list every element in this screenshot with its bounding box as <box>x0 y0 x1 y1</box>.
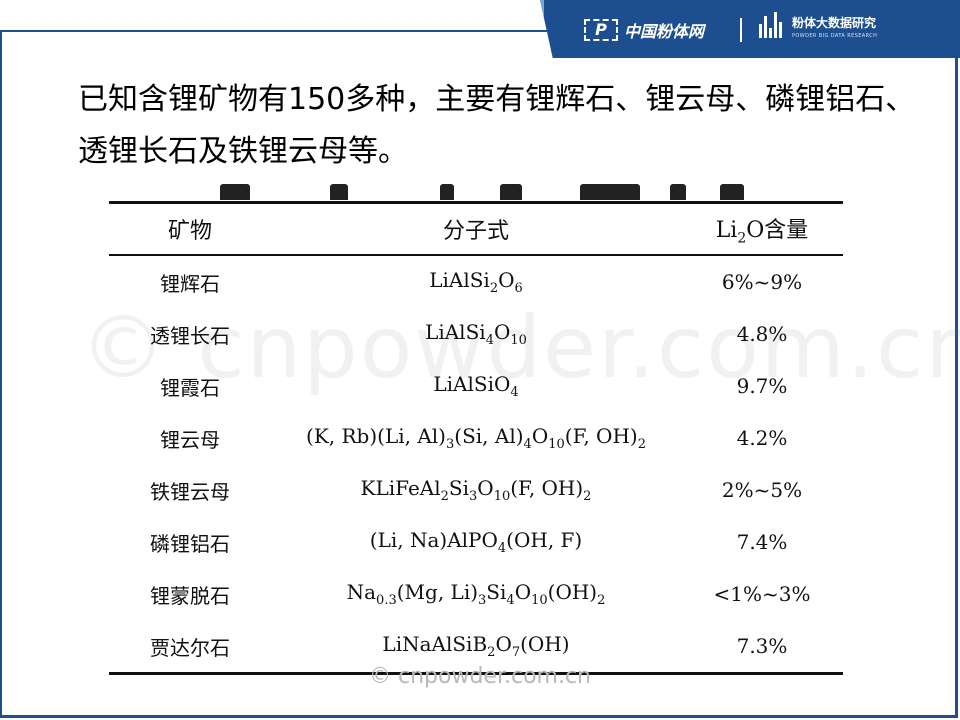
table-row: 磷锂铝石 (Li, Na)AlPO4(OH, F) 7.4% <box>109 516 843 568</box>
li2o-content: <1%~3% <box>713 582 811 606</box>
mineral-name: 锂辉石 <box>160 271 220 296</box>
molecular-formula: (Li, Na)AlPO4(OH, F) <box>369 528 583 556</box>
mineral-name: 磷锂铝石 <box>150 531 230 556</box>
molecular-formula: LiNaAlSiB2O7(OH) <box>382 632 570 660</box>
li2o-content: 7.3% <box>736 634 788 658</box>
table-row: 锂云母 (K, Rb)(Li, Al)3(Si, Al)4O10(F, OH)2 4… <box>109 412 843 464</box>
li2o-content: 6%~9% <box>721 270 803 294</box>
molecular-formula: Na0.3(Mg, Li)3Si4O10(OH)2 <box>346 580 606 608</box>
logo-p-icon: P <box>584 19 618 41</box>
logo-divider <box>740 18 742 42</box>
intro-text: 已知含锂矿物有150多种，主要有锂辉石、锂云母、磷锂铝石、透锂长石及铁锂云母等。 <box>78 82 916 169</box>
header-mineral: 矿物 <box>167 219 212 244</box>
cropped-caption <box>200 180 760 200</box>
header-content: Li2O含量 <box>715 217 809 247</box>
big-data-subtitle: POWDER BIG DATA RESEARCH <box>792 32 878 39</box>
table-row: 锂辉石 LiAlSi2O6 6%~9% <box>109 255 843 308</box>
lithium-minerals-table: 矿物 分子式 Li2O含量 锂辉石 LiAlSi2O6 6%~9% 透锂长石 LiAlS… <box>109 201 843 675</box>
mineral-name: 透锂长石 <box>150 323 230 348</box>
table-header-row: 矿物 分子式 Li2O含量 <box>109 202 843 255</box>
header-banner: P 中国粉体网 粉体大数据研究 POWDER BIG DATA RESEARCH <box>540 0 960 58</box>
bar-chart-icon <box>758 12 786 40</box>
li2o-content: 4.2% <box>736 426 788 450</box>
header-formula: 分子式 <box>442 219 509 244</box>
table-row: 铁锂云母 KLiFeAl2Si3O10(F, OH)2 2%~5% <box>109 464 843 516</box>
li2o-content: 4.8% <box>736 322 788 346</box>
logo-text: 中国粉体网 <box>624 22 705 41</box>
table-row: 贾达尔石 LiNaAlSiB2O7(OH) 7.3% <box>109 620 843 674</box>
table-row: 锂霞石 LiAlSiO4 9.7% <box>109 360 843 412</box>
slide-frame <box>0 30 958 718</box>
li2o-content: 2%~5% <box>721 478 803 502</box>
molecular-formula: LiAlSi2O6 <box>429 268 523 296</box>
big-data-logo: 粉体大数据研究 POWDER BIG DATA RESEARCH <box>758 12 877 40</box>
footer-watermark: © cnpowder.com.cn <box>369 664 591 689</box>
table-row: 透锂长石 LiAlSi4O10 4.8% <box>109 308 843 360</box>
mineral-name: 锂蒙脱石 <box>150 583 230 608</box>
mineral-name: 铁锂云母 <box>150 479 230 504</box>
watermark: © cnpowder.com.cn <box>80 298 960 398</box>
cnpowder-logo: P 中国粉体网 <box>584 16 704 44</box>
molecular-formula: KLiFeAl2Si3O10(F, OH)2 <box>360 476 592 504</box>
big-data-title: 粉体大数据研究 <box>792 15 877 30</box>
molecular-formula: LiAlSi4O10 <box>425 320 527 348</box>
mineral-name: 贾达尔石 <box>150 635 230 660</box>
table-row: 锂蒙脱石 Na0.3(Mg, Li)3Si4O10(OH)2 <1%~3% <box>109 568 843 620</box>
li2o-content: 9.7% <box>736 374 788 398</box>
molecular-formula: (K, Rb)(Li, Al)3(Si, Al)4O10(F, OH)2 <box>306 424 646 452</box>
mineral-name: 锂云母 <box>160 427 220 452</box>
li2o-content: 7.4% <box>736 530 788 554</box>
mineral-name: 锂霞石 <box>160 375 220 400</box>
molecular-formula: LiAlSiO4 <box>433 372 519 400</box>
